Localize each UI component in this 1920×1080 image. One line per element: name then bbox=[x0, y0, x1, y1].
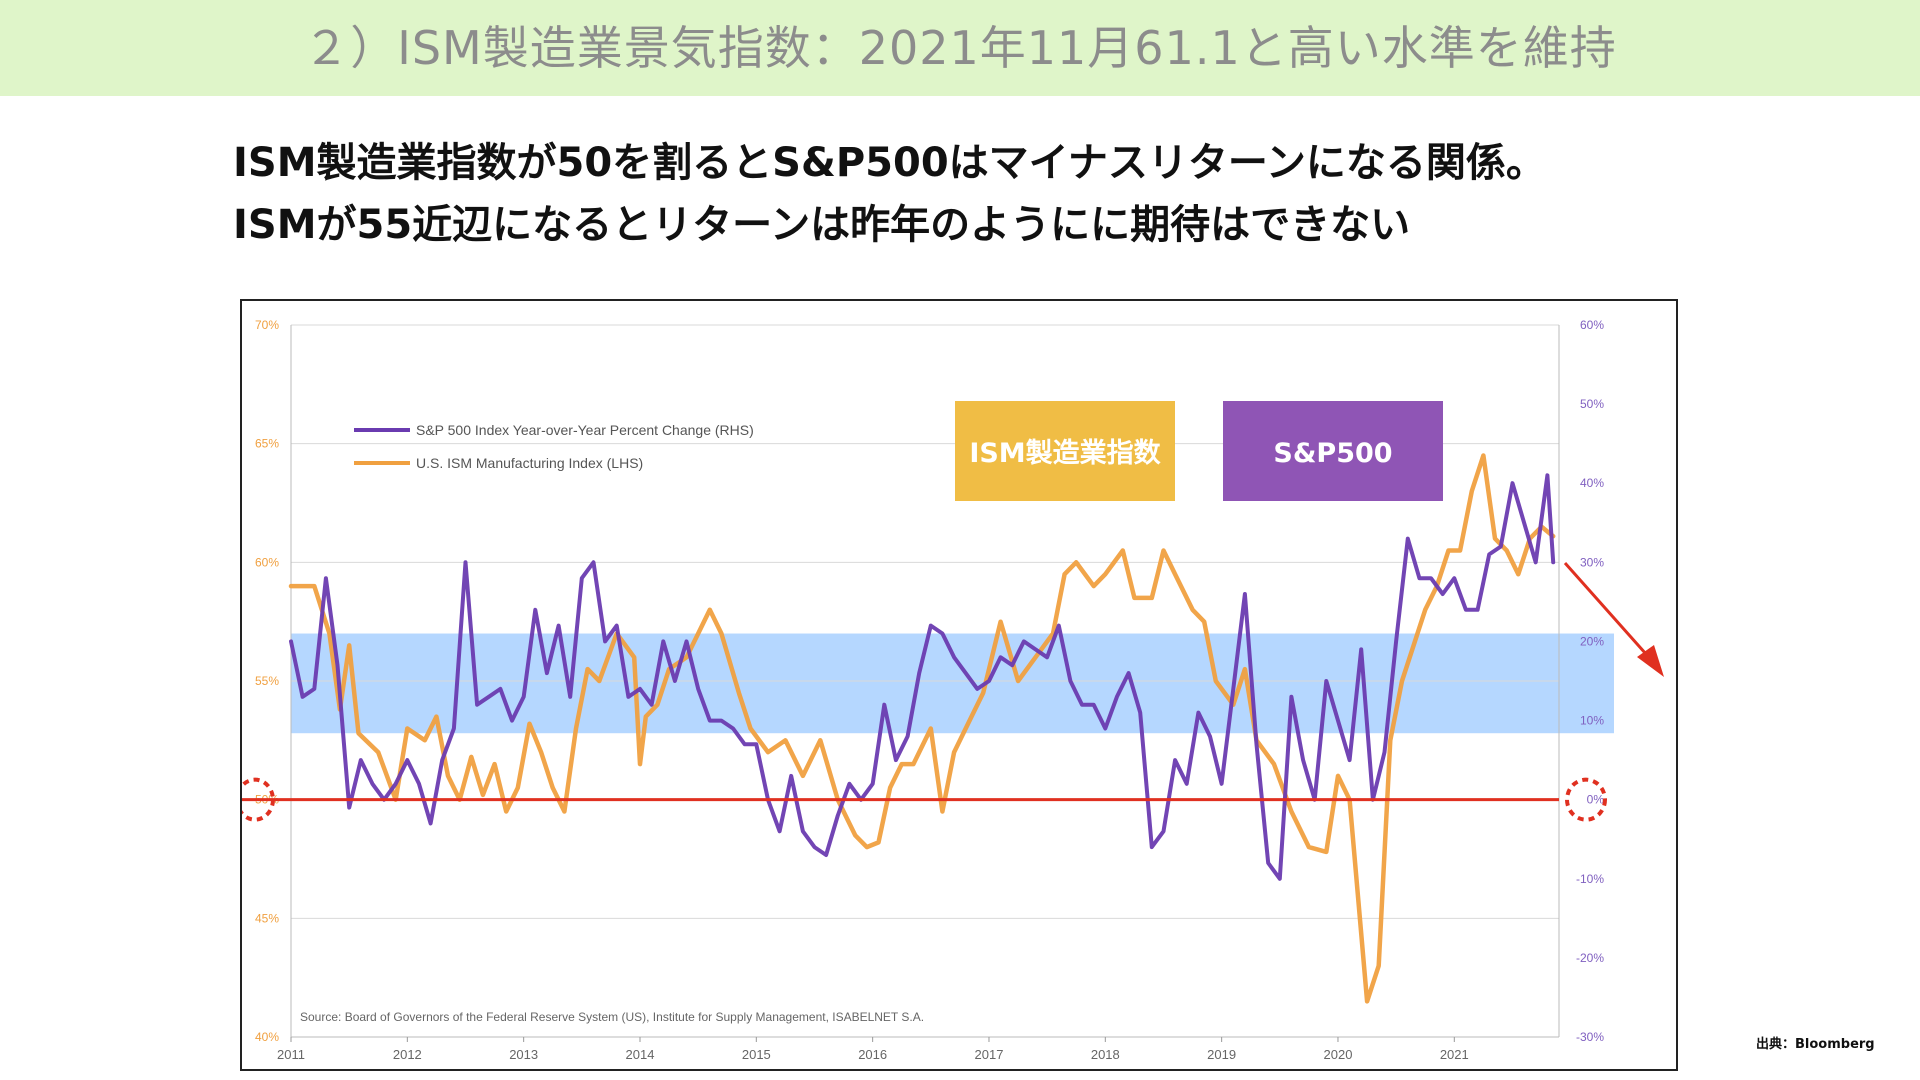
x-tick-label: 2011 bbox=[277, 1047, 305, 1062]
x-tick-label: 2020 bbox=[1324, 1047, 1353, 1062]
left-tick-label: 40% bbox=[255, 1030, 279, 1044]
left-tick-label: 65% bbox=[255, 437, 279, 451]
headline-line-1: ISM製造業指数が50を割るとS&P500はマイナスリターンになる関係。 bbox=[233, 140, 1546, 186]
right-tick-label: -20% bbox=[1576, 951, 1604, 965]
sp500-label-box-text: S&P500 bbox=[1273, 438, 1392, 469]
red-arrow-head bbox=[1637, 645, 1664, 677]
legend-sp500-label: S&P 500 Index Year-over-Year Percent Cha… bbox=[416, 422, 754, 438]
sp500-series-line bbox=[289, 473, 1556, 881]
right-tick-label: 30% bbox=[1580, 555, 1604, 569]
x-tick-label: 2019 bbox=[1207, 1047, 1236, 1062]
right-tick-label: -10% bbox=[1576, 872, 1604, 886]
x-tick-label: 2021 bbox=[1440, 1047, 1469, 1062]
left-50-highlight-circle bbox=[242, 777, 275, 822]
headline-line-2: ISMが55近辺になるとリターンは昨年のようにに期待はできない bbox=[233, 202, 1411, 248]
x-tick-label: 2015 bbox=[742, 1047, 771, 1062]
x-tick-label: 2012 bbox=[393, 1047, 422, 1062]
x-tick-label: 2017 bbox=[975, 1047, 1004, 1062]
x-tick-label: 2018 bbox=[1091, 1047, 1120, 1062]
ism-series-line bbox=[288, 453, 1556, 1004]
x-tick-label: 2013 bbox=[509, 1047, 538, 1062]
left-tick-label: 60% bbox=[255, 555, 279, 569]
right-tick-label: 0% bbox=[1587, 793, 1605, 807]
right-tick-label: -30% bbox=[1576, 1030, 1604, 1044]
chart-source-note: Source: Board of Governors of the Federa… bbox=[300, 1010, 924, 1024]
x-tick-label: 2016 bbox=[858, 1047, 887, 1062]
red-arrow-shaft bbox=[1563, 562, 1656, 664]
ism-label-box-text: ISM製造業指数 bbox=[969, 438, 1161, 469]
left-tick-label: 45% bbox=[255, 911, 279, 925]
left-tick-label: 70% bbox=[255, 318, 279, 332]
chart-frame: 70% 65% 60% 55% 50% 45% 40% 60% 50% 40% 30% 20% 10% 0… bbox=[240, 299, 1678, 1071]
source-credit: 出典：Bloomberg bbox=[1756, 1037, 1875, 1052]
highlight-band bbox=[291, 633, 1614, 734]
ism-sp500-chart: 70%65%60%55%50%45%40%60%50%40%30%20%10%0… bbox=[242, 318, 1664, 1062]
right-tick-label: 20% bbox=[1580, 634, 1604, 648]
right-tick-label: 50% bbox=[1580, 397, 1604, 411]
right-tick-label: 10% bbox=[1580, 714, 1604, 728]
ism-label-box bbox=[955, 401, 1175, 501]
sp500-label-box bbox=[1223, 401, 1443, 501]
title-banner bbox=[0, 0, 1920, 96]
right-tick-label: 40% bbox=[1580, 476, 1604, 490]
left-tick-label: 55% bbox=[255, 674, 279, 688]
page-title: ２）ISM製造業景気指数：2021年11月61.1と高い水準を維持 bbox=[303, 21, 1617, 75]
right-0-highlight-circle bbox=[1565, 777, 1607, 822]
right-tick-label: 60% bbox=[1580, 318, 1604, 332]
legend-ism-label: U.S. ISM Manufacturing Index (LHS) bbox=[416, 455, 643, 471]
x-tick-label: 2014 bbox=[626, 1047, 655, 1062]
